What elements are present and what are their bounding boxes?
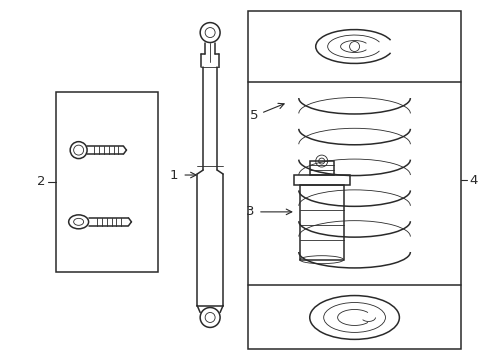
Bar <box>247 11 460 349</box>
Circle shape <box>200 23 220 42</box>
Bar <box>56 92 158 272</box>
Text: 4: 4 <box>468 174 476 186</box>
Text: 5: 5 <box>249 109 258 122</box>
Bar <box>293 175 349 185</box>
Ellipse shape <box>68 215 88 229</box>
Bar <box>309 161 333 175</box>
Circle shape <box>70 141 87 159</box>
Bar <box>299 185 343 260</box>
Text: 3: 3 <box>246 205 254 219</box>
Circle shape <box>200 307 220 328</box>
Text: 1: 1 <box>169 168 178 181</box>
Text: 2: 2 <box>37 175 45 189</box>
